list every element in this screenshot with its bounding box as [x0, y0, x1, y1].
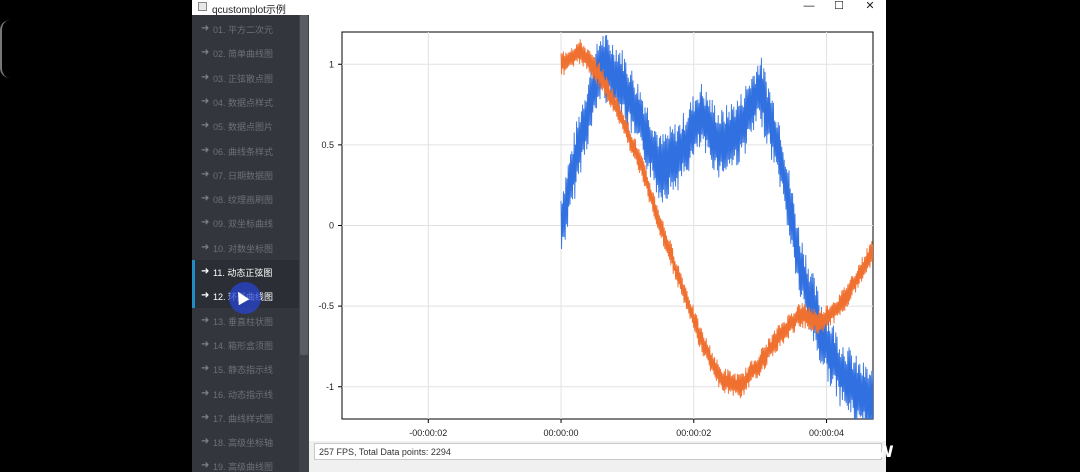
cursor-highlight: [229, 282, 261, 314]
sidebar-item[interactable]: ➜ 19. 高级曲线图: [192, 454, 299, 472]
arrow-right-icon: ➜: [201, 23, 210, 34]
maximize-button[interactable]: ☐: [834, 0, 844, 12]
sidebar-scrollbar[interactable]: [299, 15, 309, 472]
sidebar-item-label: 06. 曲线条样式: [213, 146, 274, 157]
sidebar-item[interactable]: ➜ 08. 纹理画刷图: [192, 187, 299, 211]
title-bar: qcustomplot示例 — ☐ ✕: [192, 0, 886, 16]
sidebar-item[interactable]: ➜ 01. 平方二次元: [192, 17, 299, 41]
left-edge-bracket: [0, 20, 12, 78]
active-indicator: [192, 260, 195, 284]
arrow-right-icon: ➜: [201, 193, 210, 205]
sidebar-item-label: 19. 高级曲线图: [213, 462, 274, 472]
plot-area[interactable]: -00:00:02 00:00:00 00:00:02 00:00:04 1 0.5 0 -0…: [309, 15, 886, 441]
sidebar-item-label: 07. 日期数据图: [213, 170, 274, 181]
arrow-right-icon: ➜: [201, 120, 210, 132]
arrow-right-icon: ➜: [201, 47, 210, 59]
arrow-right-icon: ➜: [201, 363, 210, 375]
arrow-right-icon: ➜: [201, 314, 210, 326]
sidebar-item-label: 03. 正弦散点图: [213, 73, 274, 84]
corner-watermark: W: [876, 442, 894, 461]
sidebar-item[interactable]: ➜ 06. 曲线条样式: [192, 139, 299, 163]
chart-svg: -00:00:02 00:00:00 00:00:02 00:00:04 1 0.5 0 -0…: [318, 31, 874, 438]
y-tick-label: -1: [326, 382, 334, 392]
sidebar-item[interactable]: ➜ 14. 箱形盒须图: [192, 333, 299, 357]
arrow-right-icon: ➜: [201, 241, 210, 253]
sidebar-item[interactable]: ➜ 16. 动态指示线: [192, 382, 299, 406]
arrow-right-icon: ➜: [201, 436, 210, 448]
app-icon: [198, 2, 207, 11]
arrow-right-icon: ➜: [201, 217, 210, 229]
arrow-right-icon: ➜: [201, 71, 210, 83]
arrow-right-icon: ➜: [201, 168, 210, 180]
sidebar-item[interactable]: ➜ 18. 高级坐标轴: [192, 430, 299, 454]
sidebar-item[interactable]: ➜ 10. 对数坐标图: [192, 236, 299, 260]
sidebar-item-label: 01. 平方二次元: [213, 25, 274, 35]
sidebar-item[interactable]: ➜ 09. 双坐标曲线: [192, 211, 299, 235]
x-tick-label: 00:00:02: [676, 428, 711, 438]
arrow-right-icon: ➜: [201, 387, 210, 399]
sidebar-item-label: 13. 垂直柱状图: [213, 316, 274, 327]
window-title: qcustomplot示例: [212, 5, 286, 16]
sidebar-item[interactable]: ➜ 13. 垂直柱状图: [192, 309, 299, 333]
sidebar-item-label: 05. 数据点图片: [213, 122, 274, 133]
x-tick-label: 00:00:04: [809, 428, 844, 438]
arrow-right-icon: ➜: [201, 411, 210, 423]
app-window: qcustomplot示例 — ☐ ✕ ➜ 01. 平方二次元 ➜ 02. 简单曲线图…: [192, 0, 886, 472]
sidebar-item[interactable]: ➜ 02. 简单曲线图: [192, 41, 299, 65]
sidebar-item-label: 15. 静态指示线: [213, 365, 274, 376]
arrow-right-icon: ➜: [201, 338, 210, 350]
sidebar-item-label: 02. 简单曲线图: [213, 49, 274, 60]
arrow-right-icon: ➜: [201, 290, 210, 302]
x-tick-label: -00:00:02: [409, 428, 447, 438]
arrow-right-icon: ➜: [201, 144, 210, 156]
y-tick-label: 1: [329, 59, 334, 69]
minimize-button[interactable]: —: [803, 0, 815, 12]
series-2-line: [560, 39, 873, 399]
active-indicator: [192, 284, 195, 309]
status-bar: 257 FPS, Total Data points: 2294: [314, 443, 882, 460]
arrow-right-icon: ➜: [201, 460, 210, 472]
sidebar: ➜ 01. 平方二次元 ➜ 02. 简单曲线图 ➜ 03. 正弦散点图 ➜ 04. 数据点样式…: [192, 15, 299, 472]
y-tick-label: 0.5: [321, 140, 334, 150]
sidebar-item-label: 04. 数据点样式: [213, 97, 274, 108]
sidebar-item[interactable]: ➜ 04. 数据点样式: [192, 90, 299, 114]
close-button[interactable]: ✕: [865, 0, 875, 12]
y-tick-label: -0.5: [318, 301, 334, 311]
sidebar-item-label: 08. 纹理画刷图: [213, 195, 274, 206]
sidebar-item-label: 10. 对数坐标图: [213, 243, 274, 254]
sidebar-item[interactable]: ➜ 17. 曲线样式图: [192, 406, 299, 430]
sidebar-item[interactable]: ➜ 05. 数据点图片: [192, 114, 299, 138]
sidebar-item-label: 16. 动态指示线: [213, 389, 274, 400]
sidebar-item-label: 11. 动态正弦图: [213, 268, 273, 278]
sidebar-item-label: 17. 曲线样式图: [213, 413, 274, 424]
arrow-right-icon: ➜: [201, 266, 210, 277]
sidebar-item[interactable]: ➜ 07. 日期数据图: [192, 163, 299, 187]
scrollbar-thumb[interactable]: [300, 15, 308, 355]
y-tick-label: 0: [329, 221, 334, 231]
sidebar-item[interactable]: ➜ 11. 动态正弦图: [192, 260, 299, 284]
x-tick-label: 00:00:00: [544, 428, 579, 438]
sidebar-item-label: 14. 箱形盒须图: [213, 340, 274, 351]
sidebar-item-label: 09. 双坐标曲线: [213, 219, 274, 230]
arrow-right-icon: ➜: [201, 95, 210, 107]
sidebar-item[interactable]: ➜ 15. 静态指示线: [192, 357, 299, 381]
sidebar-item[interactable]: ➜ 03. 正弦散点图: [192, 66, 299, 90]
sidebar-item-label: 18. 高级坐标轴: [213, 438, 274, 449]
series-1-line: [560, 34, 873, 419]
